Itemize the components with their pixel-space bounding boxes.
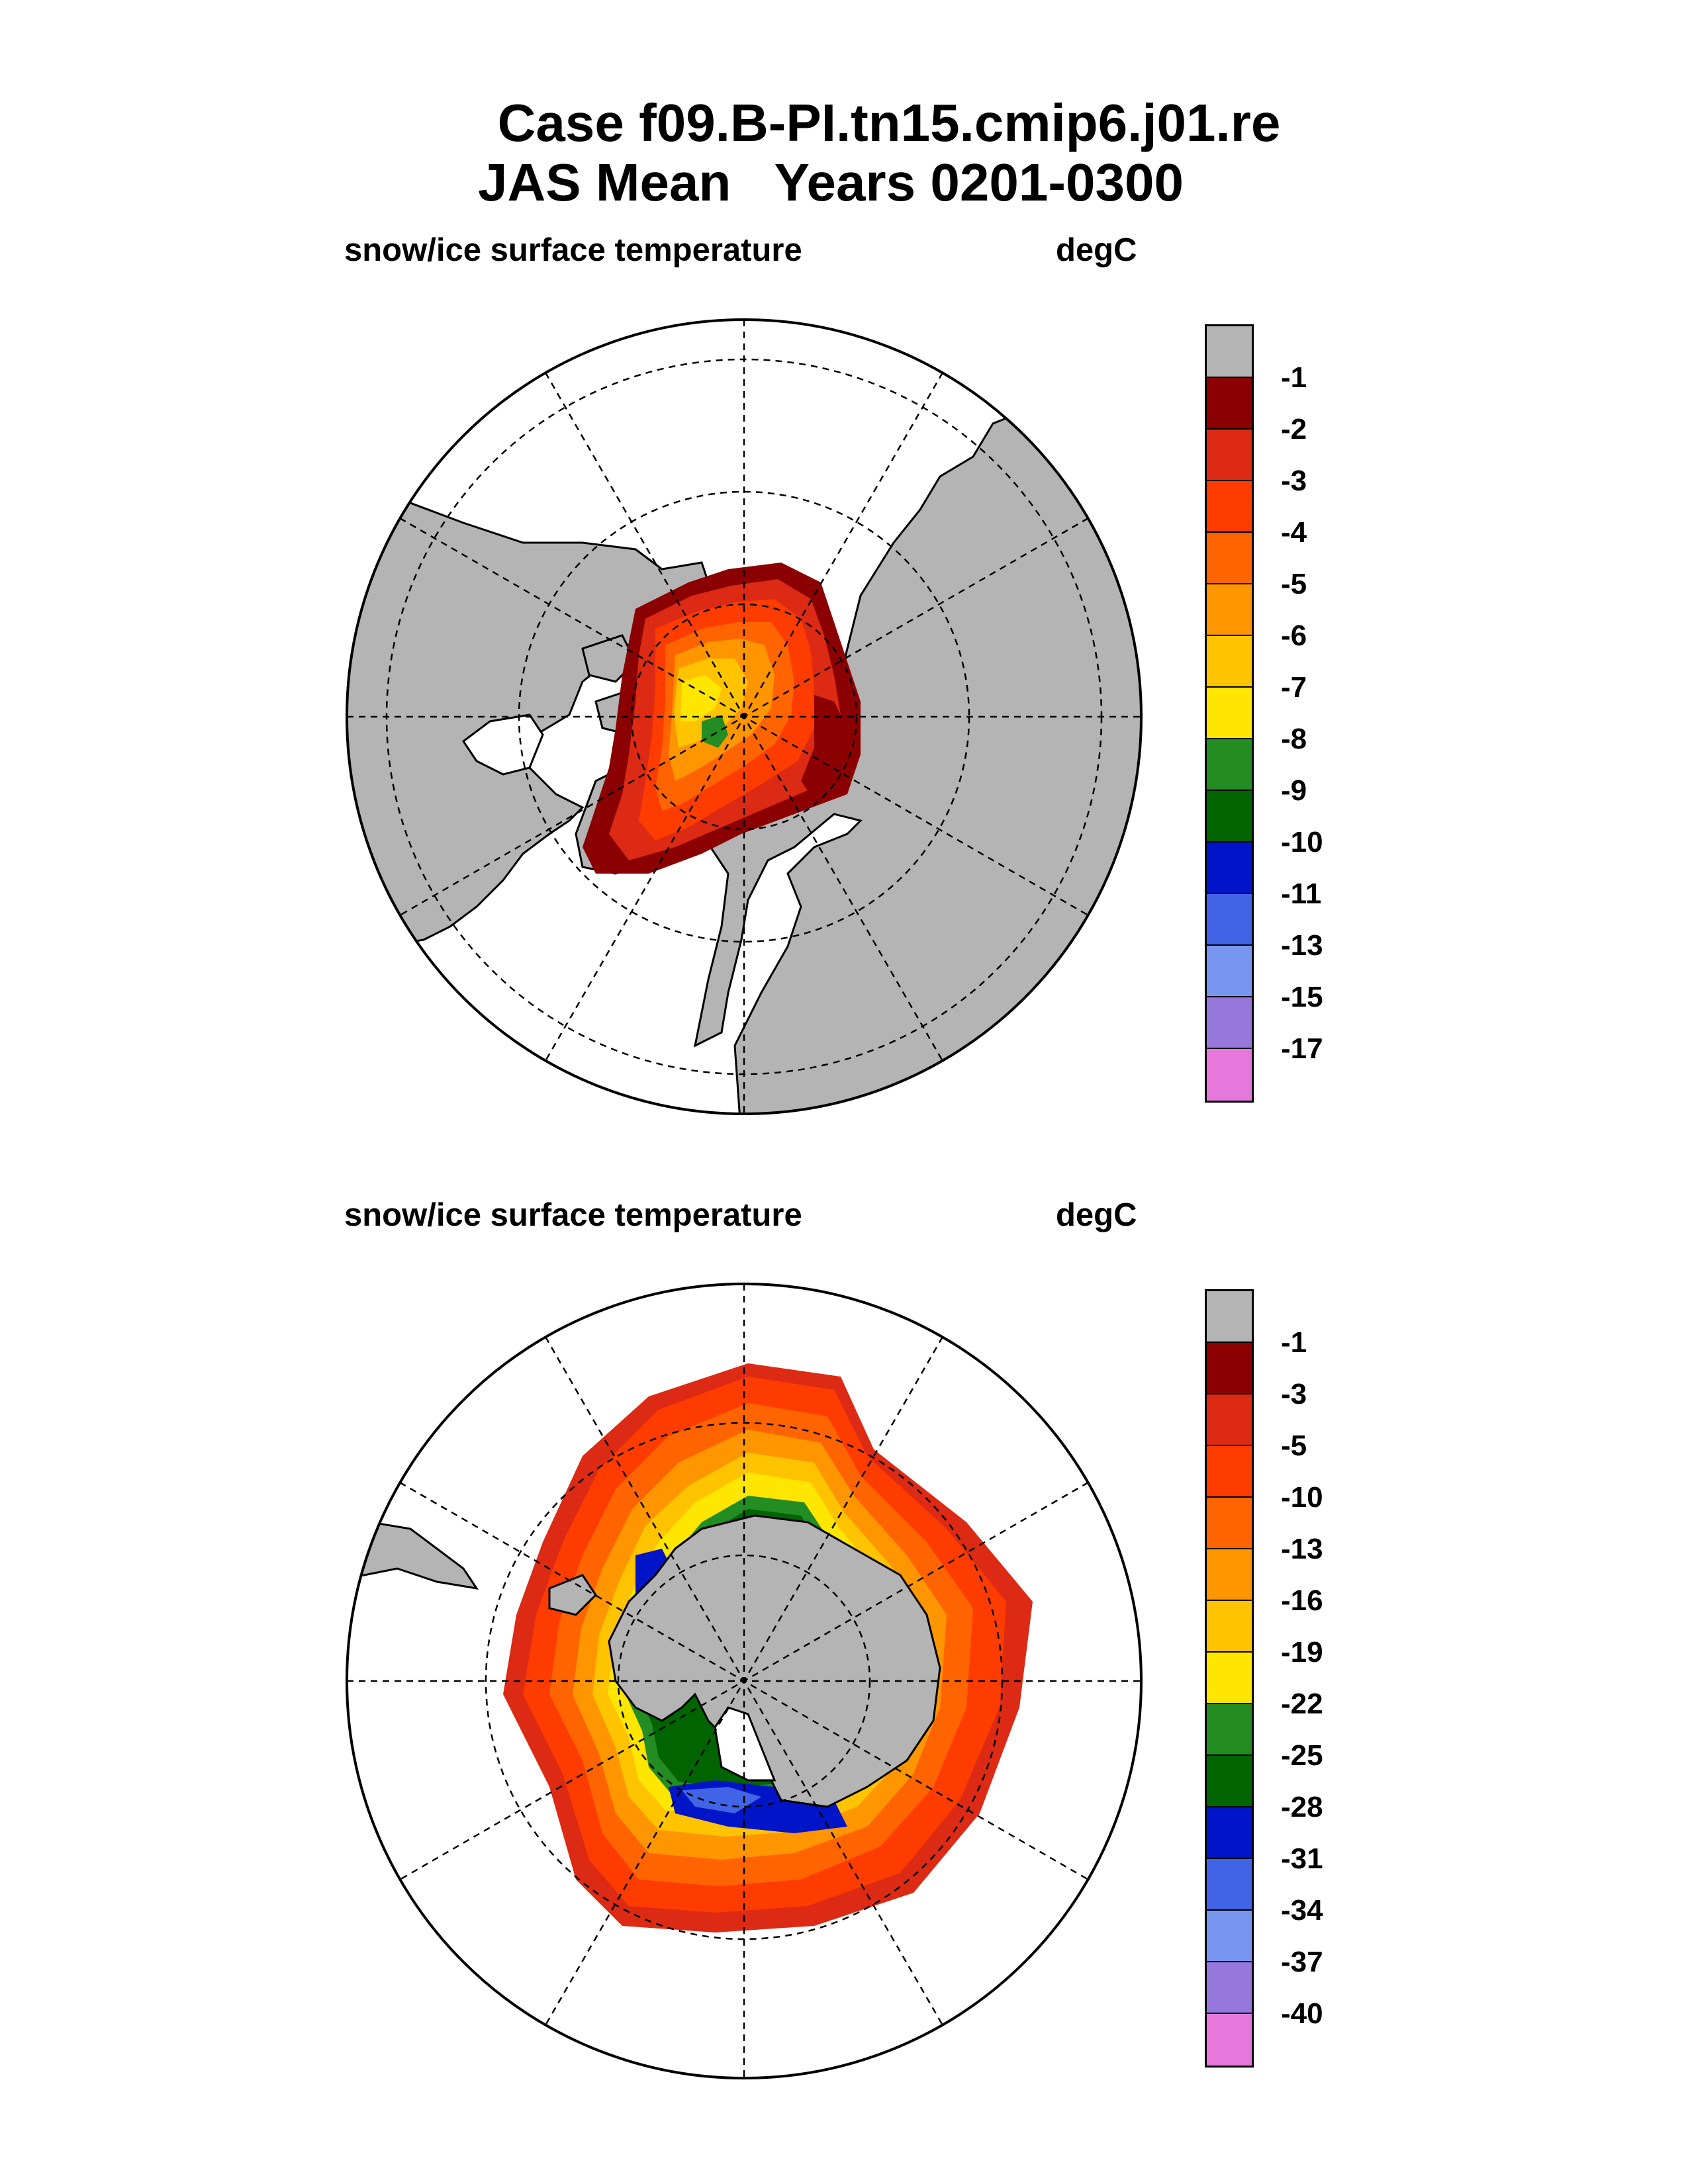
figure-title-case: Case f09.B-PI.tn15.cmip6.j01.re	[497, 93, 1281, 152]
colorbar-box	[1207, 1049, 1252, 1101]
colorbar-tick-label: -5	[1281, 1430, 1307, 1462]
colorbar-box	[1207, 430, 1252, 481]
colorbar-box	[1207, 791, 1252, 842]
colorbar-box	[1207, 326, 1252, 378]
colorbar-box	[1207, 1756, 1252, 1807]
colorbar-box	[1207, 1859, 1252, 1911]
colorbar-box	[1207, 894, 1252, 946]
colorbar-box	[1207, 1291, 1252, 1343]
colorbar-tick-label: -37	[1281, 1946, 1323, 1978]
arctic-units-label: degC	[1056, 232, 1137, 268]
colorbar-box	[1207, 2014, 1252, 2066]
colorbar-tick-label: -11	[1281, 878, 1322, 910]
colorbar-box	[1207, 1343, 1252, 1394]
colorbar-box	[1207, 1962, 1252, 2014]
arctic-colorbar	[1205, 324, 1254, 1103]
colorbar-tick-label: -10	[1281, 826, 1323, 858]
colorbar-tick-label: -3	[1281, 1378, 1307, 1410]
colorbar-tick-label: -1	[1281, 1326, 1307, 1359]
colorbar-tick-label: -13	[1281, 929, 1323, 962]
colorbar-tick-label: -19	[1281, 1636, 1323, 1668]
colorbar-tick-label: -28	[1281, 1791, 1323, 1823]
colorbar-box	[1207, 533, 1252, 584]
antarctic-units-label: degC	[1056, 1197, 1137, 1233]
colorbar-tick-label: -10	[1281, 1481, 1323, 1514]
colorbar-box	[1207, 688, 1252, 739]
colorbar-tick-label: -40	[1281, 1997, 1323, 2030]
antarctic-map	[347, 1284, 1141, 2078]
colorbar-box	[1207, 1394, 1252, 1446]
colorbar-tick-label: -22	[1281, 1688, 1323, 1720]
colorbar-box	[1207, 636, 1252, 688]
colorbar-tick-label: -13	[1281, 1533, 1323, 1565]
antarctic-colorbar	[1205, 1289, 1254, 2068]
colorbar-tick-label: -1	[1281, 361, 1307, 394]
colorbar-tick-label: -17	[1281, 1032, 1323, 1065]
colorbar-box	[1207, 1498, 1252, 1549]
colorbar-tick-label: -6	[1281, 619, 1307, 652]
colorbar-tick-label: -8	[1281, 723, 1307, 755]
colorbar-tick-label: -16	[1281, 1584, 1323, 1617]
colorbar-tick-label: -9	[1281, 774, 1307, 807]
colorbar-box	[1207, 378, 1252, 430]
eurasia-land	[687, 383, 1141, 1114]
colorbar-box	[1207, 584, 1252, 636]
colorbar-box	[1207, 946, 1252, 997]
colorbar-tick-label: -15	[1281, 981, 1323, 1013]
colorbar-box	[1207, 1704, 1252, 1756]
arctic-map	[347, 320, 1141, 1114]
colorbar-tick-label: -5	[1281, 568, 1307, 600]
colorbar-box	[1207, 1601, 1252, 1653]
colorbar-box	[1207, 739, 1252, 791]
colorbar-box	[1207, 1807, 1252, 1859]
colorbar-tick-label: -25	[1281, 1739, 1323, 1772]
antarctic-map-border	[346, 1283, 1143, 2079]
antarctic-variable-label: snow/ice surface temperature	[344, 1197, 802, 1233]
arctic-map-border	[346, 318, 1143, 1115]
colorbar-tick-label: -31	[1281, 1843, 1323, 1875]
figure-title-period: JAS Mean Years 0201-0300	[478, 153, 1184, 212]
colorbar-box	[1207, 481, 1252, 533]
colorbar-tick-label: -34	[1281, 1894, 1323, 1927]
colorbar-tick-label: -3	[1281, 465, 1307, 497]
colorbar-box	[1207, 1653, 1252, 1704]
colorbar-tick-label: -2	[1281, 413, 1307, 445]
arctic-variable-label: snow/ice surface temperature	[344, 232, 802, 268]
colorbar-box	[1207, 997, 1252, 1049]
colorbar-box	[1207, 1446, 1252, 1498]
colorbar-tick-label: -7	[1281, 671, 1307, 704]
colorbar-tick-label: -4	[1281, 516, 1307, 549]
colorbar-box	[1207, 1911, 1252, 1962]
colorbar-box	[1207, 1549, 1252, 1601]
colorbar-box	[1207, 842, 1252, 894]
